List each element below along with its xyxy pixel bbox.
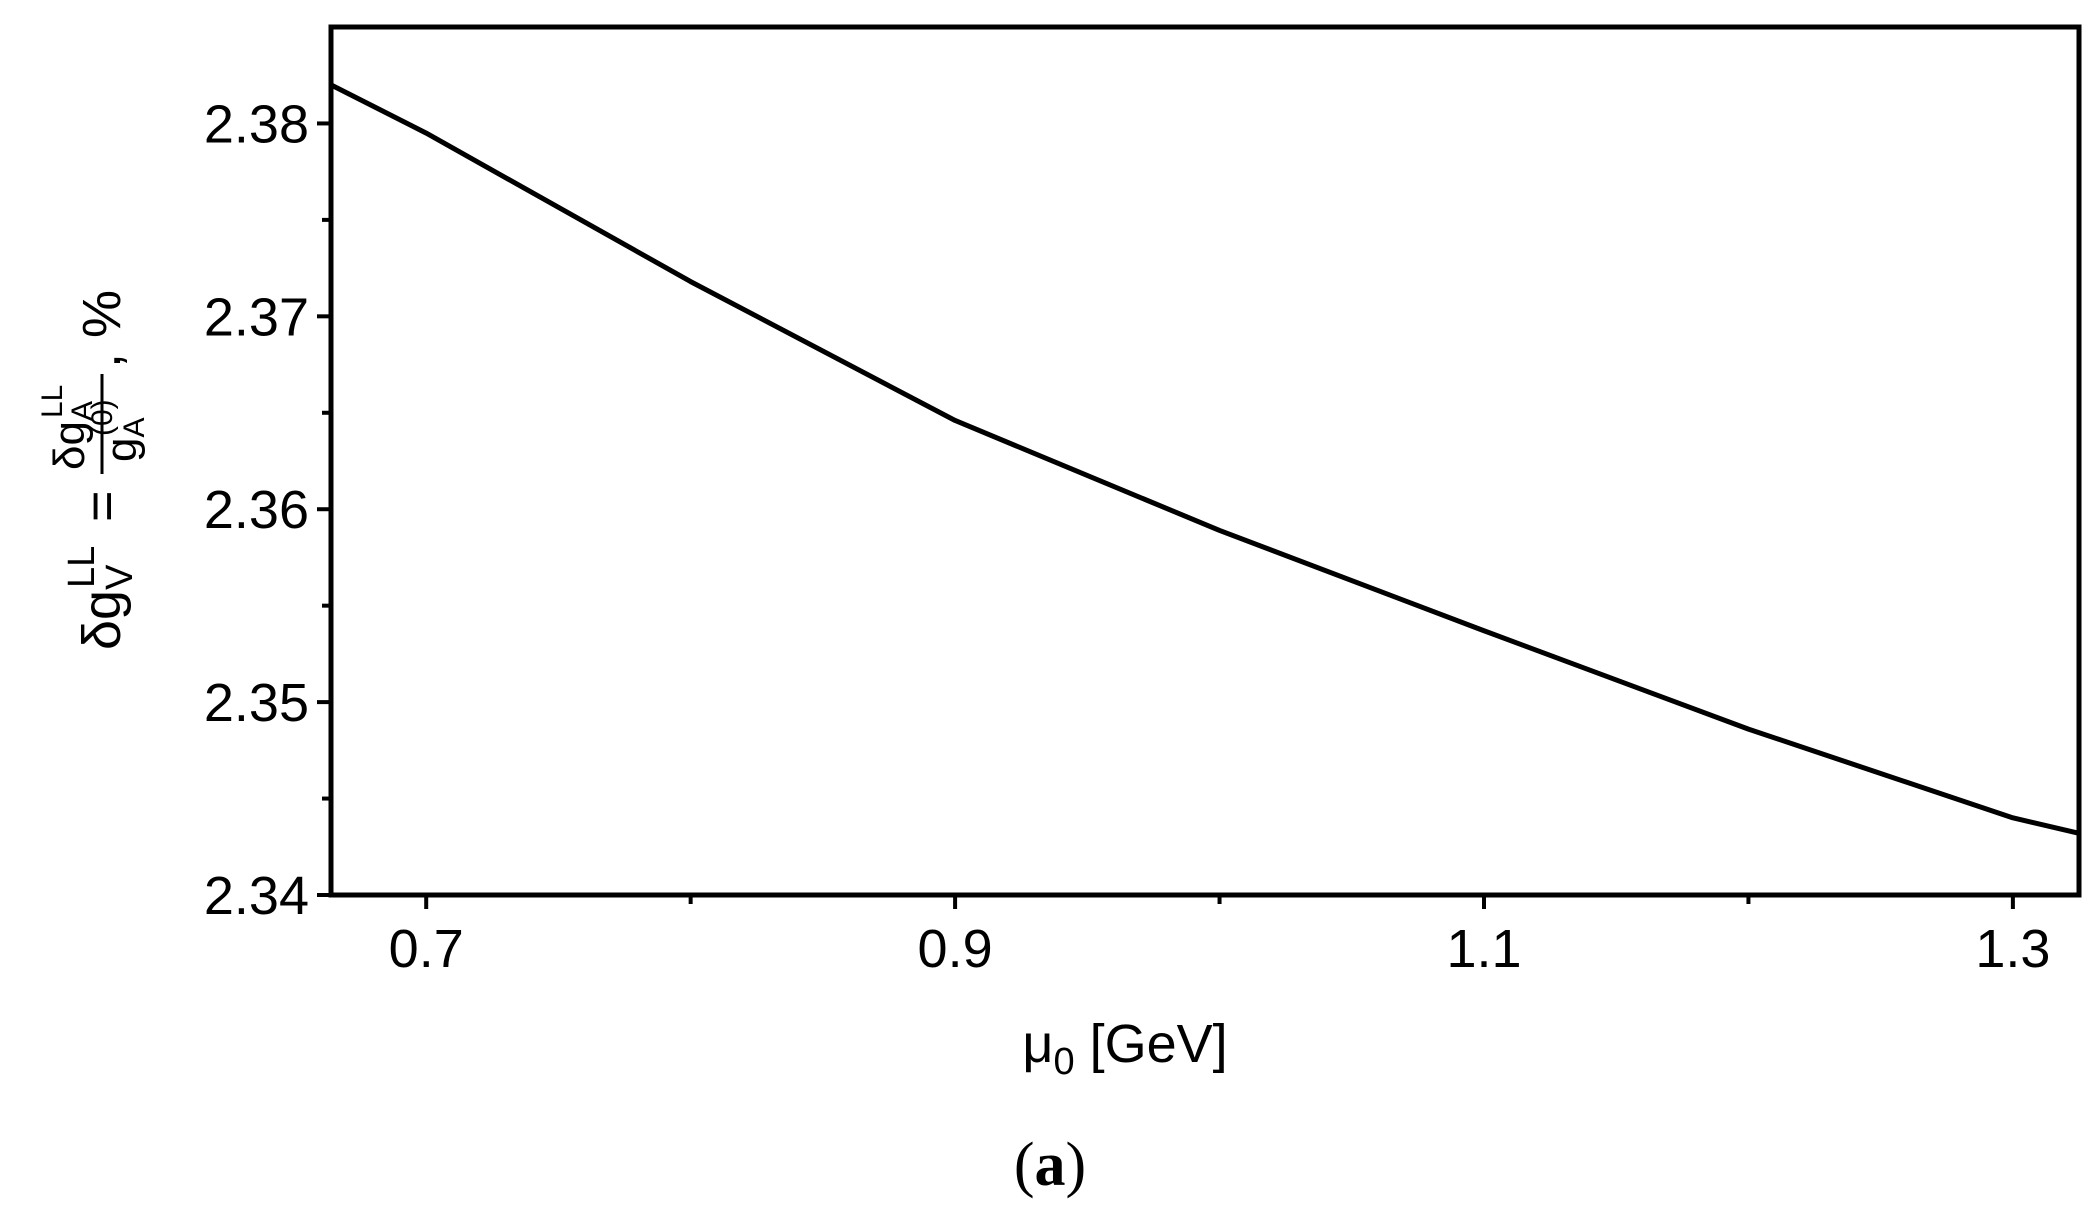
y-label-lhs-sup: LL bbox=[61, 546, 103, 588]
y-tick-label: 2.36 bbox=[204, 480, 309, 540]
y-label-num: δgA bbox=[45, 401, 99, 470]
caption-letter: a bbox=[1035, 1131, 1066, 1199]
x-label-rest: [GeV] bbox=[1075, 1014, 1228, 1074]
caption: (a) bbox=[1014, 1131, 1086, 1199]
y-label-num-base: δg bbox=[45, 421, 94, 470]
y-tick-label: 2.34 bbox=[204, 866, 309, 926]
caption-open: ( bbox=[1014, 1131, 1035, 1199]
y-tick-label: 2.37 bbox=[204, 287, 309, 347]
y-tick-label: 2.38 bbox=[204, 94, 309, 154]
y-label-num-sub: A bbox=[66, 401, 99, 421]
y-label-lhs-base: δg bbox=[72, 590, 132, 650]
x-tick-label: 1.3 bbox=[1975, 919, 2050, 979]
y-tick-label: 2.35 bbox=[204, 673, 309, 733]
y-label-lhs-sub: V bbox=[99, 564, 141, 590]
x-label-mu: μ bbox=[1022, 1014, 1053, 1074]
y-label-den-sub: A bbox=[118, 418, 151, 438]
y-label-eq: = bbox=[72, 490, 132, 522]
x-label-sub: 0 bbox=[1053, 1041, 1074, 1083]
x-tick-label: 0.9 bbox=[918, 919, 993, 979]
y-label-den-sup: (0) bbox=[86, 399, 119, 436]
plot-frame bbox=[328, 24, 2082, 898]
x-axis-label: μ0 [GeV] bbox=[1022, 1014, 1227, 1083]
y-axis-label: δgV LL = δgA LL gA (0) , % bbox=[36, 290, 151, 650]
y-label-unit: , % bbox=[72, 290, 132, 368]
caption-close: ) bbox=[1066, 1131, 1087, 1199]
y-label-num-sup: LL bbox=[36, 385, 69, 418]
y-label-den-base: g bbox=[97, 438, 146, 462]
data-line bbox=[329, 82, 2080, 836]
x-tick-label: 0.7 bbox=[389, 919, 464, 979]
x-tick-label: 1.1 bbox=[1446, 919, 1521, 979]
y-label-lhs: δgV bbox=[72, 564, 141, 650]
y-label-den: gA bbox=[97, 418, 151, 463]
